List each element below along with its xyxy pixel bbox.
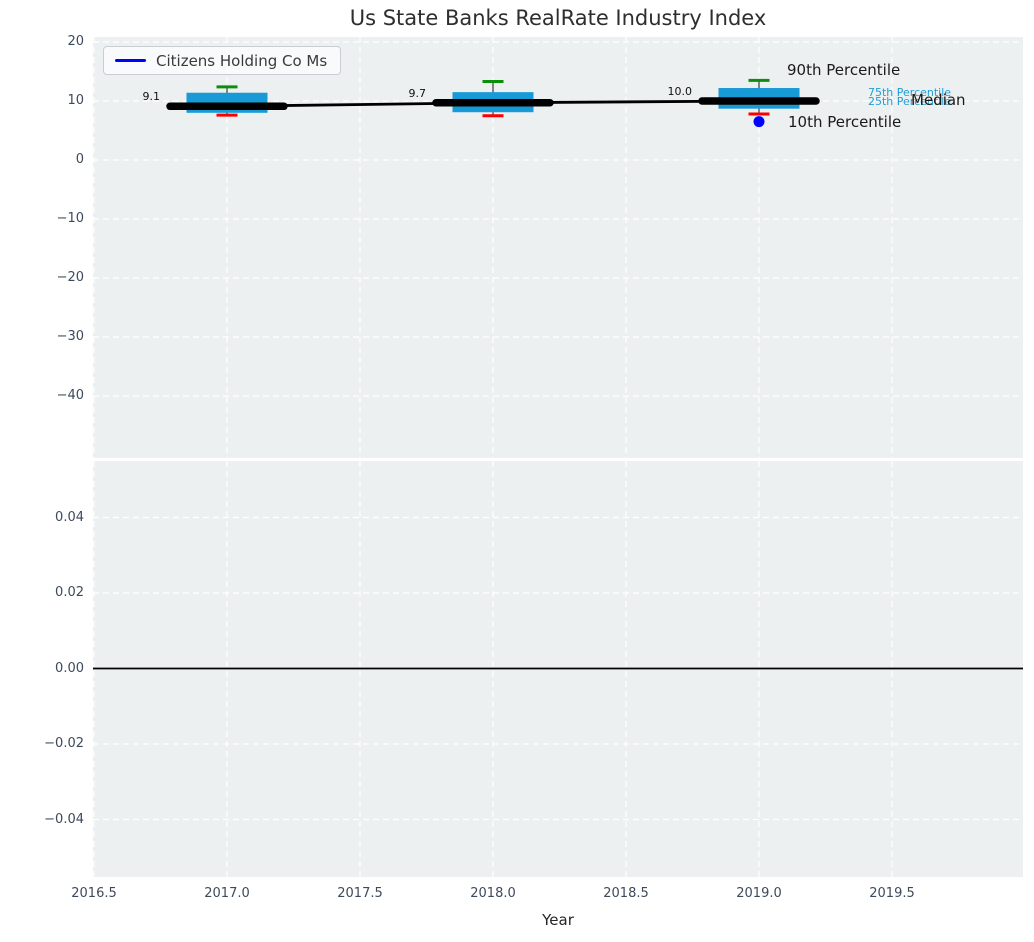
bottom-y-tick: 0.02 — [55, 585, 84, 600]
top-y-tick: −10 — [56, 211, 84, 226]
bottom-plot-area — [93, 461, 1023, 877]
top-y-tick: −40 — [56, 388, 84, 403]
x-axis-label: Year — [542, 911, 574, 929]
legend-series-label: Citizens Holding Co Ms — [156, 51, 328, 70]
x-tick: 2016.5 — [71, 886, 117, 901]
top-y-tick: 20 — [67, 34, 84, 49]
bottom-y-tick: 0.04 — [55, 509, 84, 525]
top-y-tick: −20 — [56, 270, 84, 285]
bottom-y-tick: −0.04 — [44, 811, 84, 827]
top-y-tick: 10 — [67, 93, 84, 108]
annotation-90th-percentile: 90th Percentile — [787, 61, 901, 79]
median-value-label: 10.0 — [667, 85, 693, 98]
annotation-25th-percentile: 25th Percentile — [868, 95, 952, 108]
chart-title: Us State Banks RealRate Industry Index — [349, 6, 767, 30]
top-y-tick: −30 — [56, 329, 84, 344]
bottom-y-tick: 0.00 — [55, 660, 84, 676]
legend-line-sample — [115, 59, 146, 62]
median-value-label: 9.7 — [408, 86, 427, 100]
top-y-tick: 0 — [75, 152, 84, 167]
annotation-75th-percentile: 75th Percentile — [868, 86, 952, 99]
annotation-10th-percentile: 10th Percentile — [788, 113, 902, 131]
legend-box: Citizens Holding Co Ms — [103, 46, 342, 75]
x-tick: 2019.5 — [869, 886, 915, 901]
x-tick: 2018.0 — [470, 886, 516, 901]
x-tick: 2017.0 — [204, 886, 250, 901]
bottom-y-tick: −0.02 — [44, 736, 84, 751]
x-tick: 2018.5 — [603, 886, 649, 901]
median-value-label: 9.1 — [142, 90, 161, 104]
x-tick: 2019.0 — [736, 886, 782, 901]
x-tick: 2017.5 — [337, 886, 383, 901]
annotation-median: Median — [911, 91, 966, 109]
